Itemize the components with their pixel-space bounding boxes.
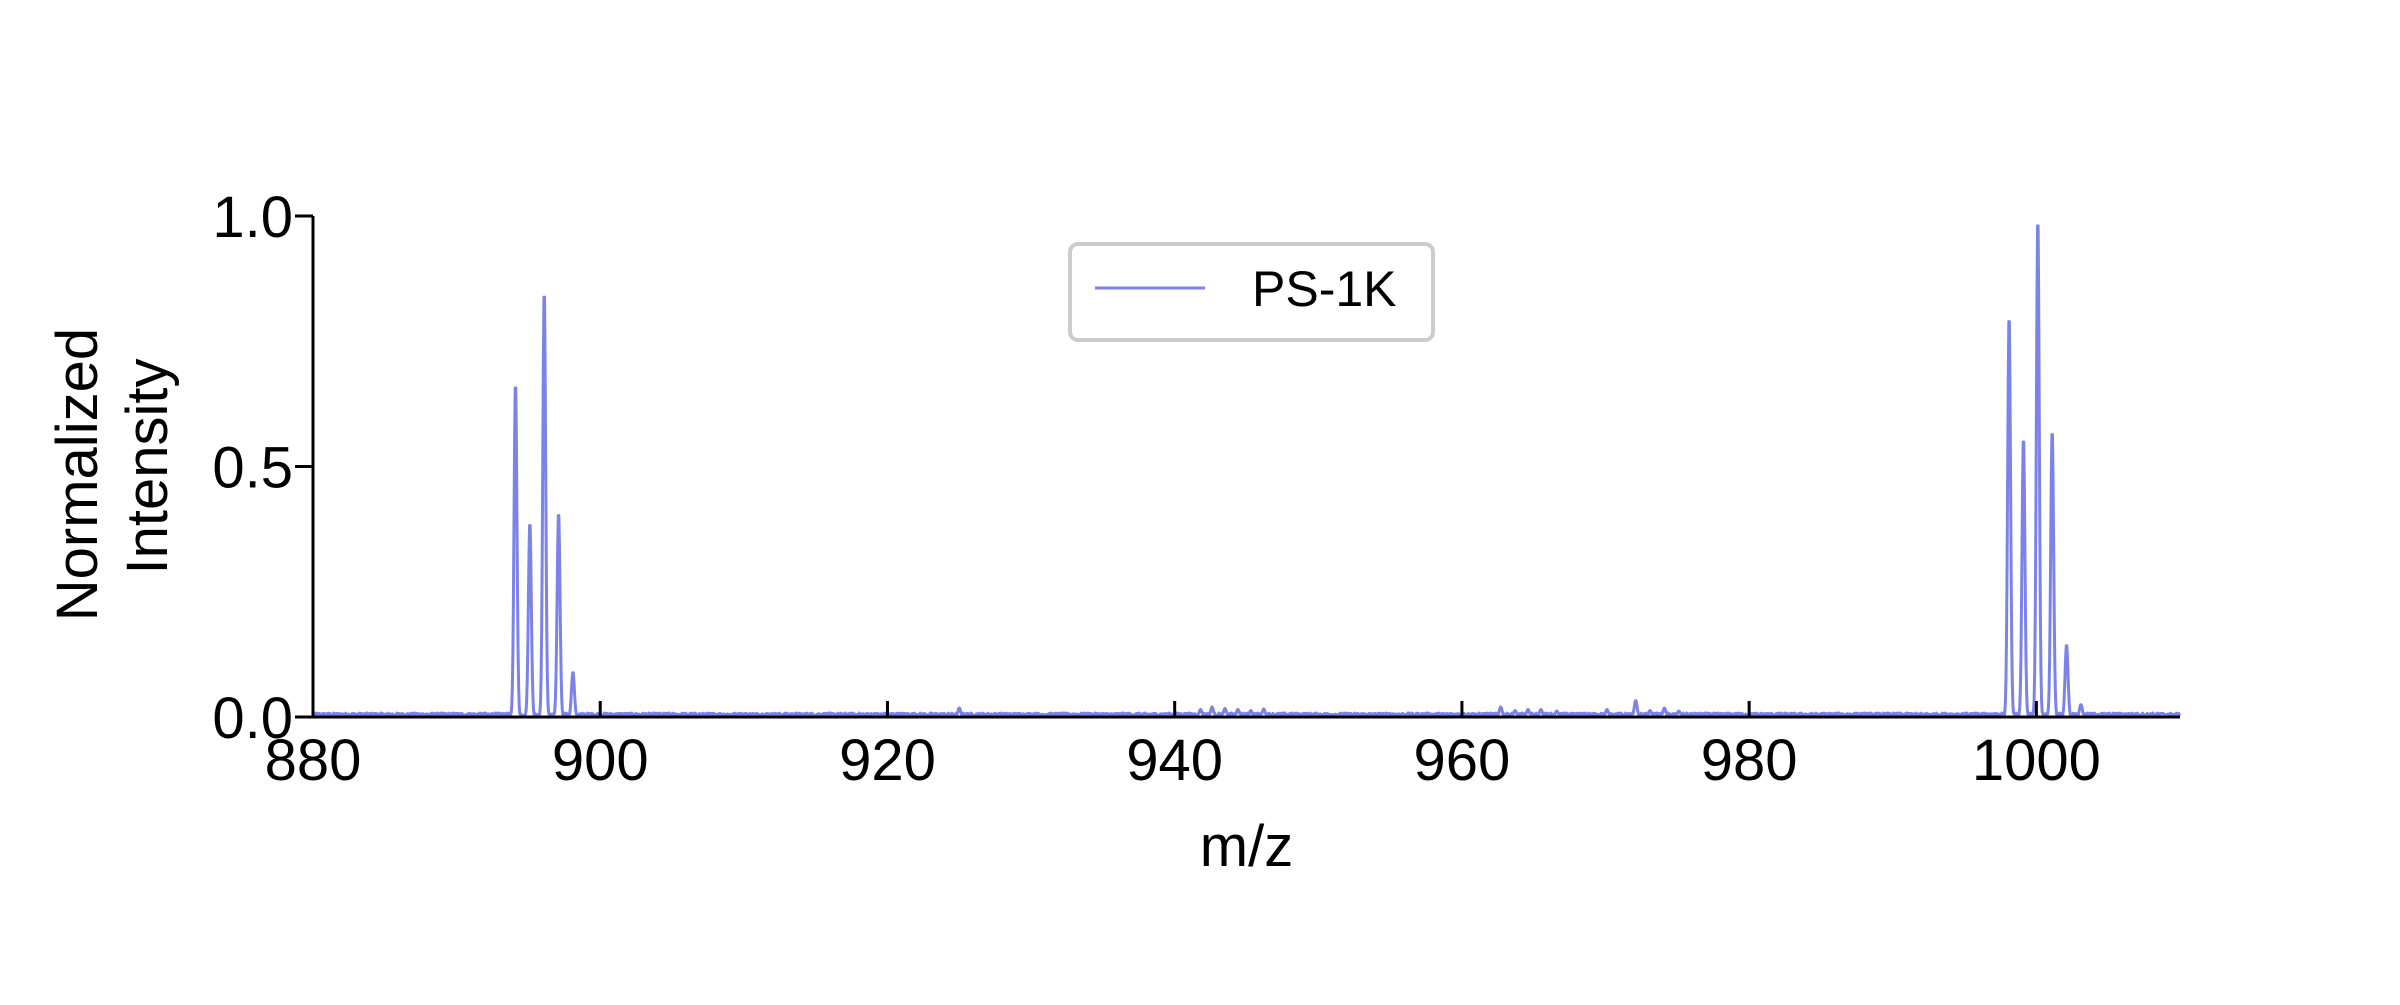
y-axis-title-line-1: Normalized <box>45 328 110 621</box>
plot-area <box>311 224 2181 718</box>
y-axis-title-line-2: Intensity <box>115 359 180 575</box>
y-tick-label: 0.0 <box>212 686 293 751</box>
x-tick-label: 920 <box>839 728 936 793</box>
series-line <box>311 224 2181 718</box>
x-tick-label: 880 <box>265 728 362 793</box>
y-axis-title: Normalized Intensity <box>45 312 180 621</box>
y-tick-label: 0.5 <box>212 436 293 501</box>
legend-label: PS-1K <box>1252 261 1397 317</box>
x-tick-label: 1000 <box>1972 728 2101 793</box>
legend: PS-1K <box>1068 242 1435 342</box>
x-tick-label: 900 <box>552 728 649 793</box>
ticks: 880 900 920 940 960 980 1000 0.0 0.5 1.0 <box>212 185 2101 793</box>
y-tick-label: 1.0 <box>212 185 293 250</box>
x-tick-label: 960 <box>1414 728 1511 793</box>
x-tick-label: 940 <box>1126 728 1223 793</box>
x-tick-label: 980 <box>1701 728 1798 793</box>
x-axis-title: m/z <box>1200 814 1293 879</box>
legend-box <box>1068 242 1435 342</box>
